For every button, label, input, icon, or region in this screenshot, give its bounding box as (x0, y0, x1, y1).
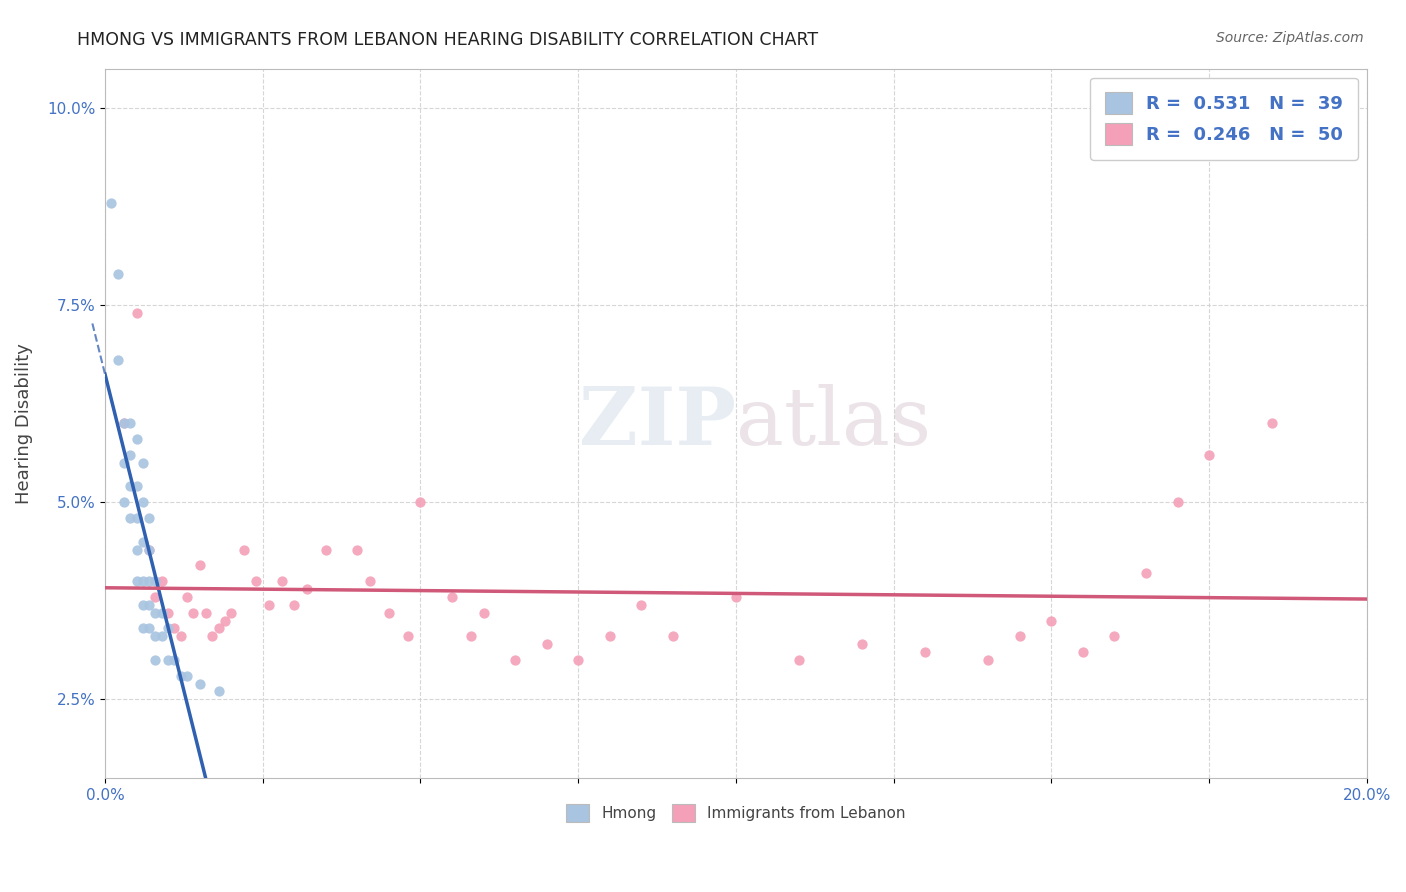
Point (163, 621, 186, 635)
Point (150, 606, 173, 620)
Point (132, 495, 155, 509)
Point (112, 417, 135, 431)
Point (1040, 614, 1063, 628)
Point (120, 417, 142, 431)
Point (257, 598, 280, 612)
Point (662, 629, 685, 643)
Point (170, 669, 193, 683)
Point (157, 653, 180, 667)
Point (150, 574, 173, 588)
Point (1261, 417, 1284, 431)
Point (359, 574, 381, 588)
Point (194, 606, 217, 620)
Point (107, 353, 129, 368)
Point (138, 511, 160, 525)
Point (977, 653, 1000, 667)
Point (107, 267, 129, 281)
Point (125, 511, 148, 525)
Point (138, 574, 160, 588)
Point (112, 417, 135, 431)
Point (1071, 645, 1094, 659)
Point (1167, 495, 1189, 509)
Y-axis label: Hearing Disability: Hearing Disability (15, 343, 32, 504)
Point (409, 495, 432, 509)
Point (440, 590, 463, 604)
Point (219, 606, 242, 620)
Point (270, 574, 292, 588)
Point (181, 606, 204, 620)
Point (138, 542, 160, 557)
Point (567, 653, 589, 667)
Point (176, 590, 198, 604)
Legend: Hmong, Immigrants from Lebanon: Hmong, Immigrants from Lebanon (554, 791, 918, 834)
Point (201, 629, 224, 643)
Point (132, 534, 155, 549)
Point (207, 684, 229, 698)
Point (460, 629, 482, 643)
Point (145, 629, 167, 643)
Point (1198, 448, 1220, 462)
Point (138, 542, 160, 557)
Point (724, 590, 747, 604)
Point (188, 558, 211, 573)
Point (132, 456, 155, 470)
Point (295, 582, 318, 596)
Point (157, 606, 180, 620)
Text: HMONG VS IMMIGRANTS FROM LEBANON HEARING DISABILITY CORRELATION CHART: HMONG VS IMMIGRANTS FROM LEBANON HEARING… (77, 31, 818, 49)
Point (472, 606, 495, 620)
Point (630, 598, 652, 612)
Point (315, 542, 337, 557)
Point (599, 629, 621, 643)
Point (245, 574, 267, 588)
Point (157, 621, 180, 635)
Point (346, 542, 368, 557)
Point (851, 637, 873, 651)
Point (283, 598, 305, 612)
Point (100, 195, 122, 210)
Point (232, 542, 254, 557)
Point (145, 590, 167, 604)
Point (125, 479, 148, 493)
Point (145, 653, 167, 667)
Point (188, 676, 211, 690)
Point (787, 653, 810, 667)
Point (112, 495, 135, 509)
Point (138, 621, 160, 635)
Point (120, 511, 142, 525)
Point (120, 448, 142, 462)
Point (150, 629, 173, 643)
Text: atlas: atlas (735, 384, 931, 462)
Text: Source: ZipAtlas.com: Source: ZipAtlas.com (1216, 31, 1364, 45)
Point (1135, 566, 1157, 581)
Point (536, 637, 558, 651)
Point (163, 653, 186, 667)
Point (914, 645, 936, 659)
Point (207, 621, 229, 635)
Text: ZIP: ZIP (579, 384, 735, 462)
Point (378, 606, 401, 620)
Point (138, 598, 160, 612)
Point (132, 621, 155, 635)
Point (120, 479, 142, 493)
Point (214, 614, 236, 628)
Point (396, 629, 419, 643)
Point (145, 574, 167, 588)
Point (503, 653, 526, 667)
Point (112, 456, 135, 470)
Point (125, 542, 148, 557)
Point (125, 574, 148, 588)
Point (1008, 629, 1031, 643)
Point (145, 606, 167, 620)
Point (1104, 629, 1126, 643)
Point (125, 432, 148, 446)
Point (125, 306, 148, 320)
Point (132, 598, 155, 612)
Point (170, 629, 193, 643)
Point (176, 669, 198, 683)
Point (132, 574, 155, 588)
